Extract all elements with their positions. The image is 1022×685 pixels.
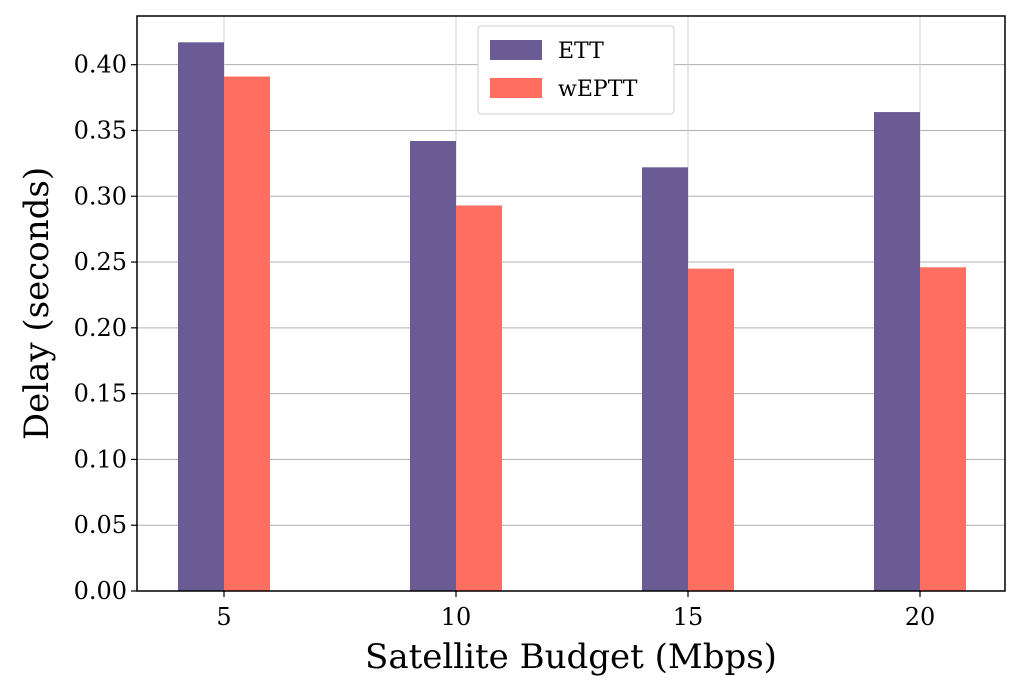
x-tick-label: 20: [905, 603, 936, 631]
bar-ett-15: [642, 167, 688, 591]
y-tick-label: 0.35: [74, 116, 127, 144]
legend-swatch-ett: [490, 40, 542, 60]
legend: ETT wEPTT: [477, 25, 675, 115]
legend-label-weptt: wEPTT: [558, 77, 638, 102]
bar-weptt-20: [920, 267, 966, 591]
plot-frame: [136, 15, 1006, 592]
bar-weptt-15: [688, 268, 734, 591]
y-tick-label: 0.15: [74, 380, 127, 408]
bar-ett-5: [178, 42, 224, 591]
x-axis-ticks: 5 10 15 20: [216, 591, 935, 631]
x-axis-label: Satellite Budget (Mbps): [365, 637, 777, 677]
y-tick-label: 0.05: [74, 511, 127, 539]
bars: [178, 42, 966, 592]
bar-ett-20: [874, 112, 920, 591]
y-tick-label: 0.20: [74, 314, 127, 342]
y-tick-label: 0.10: [74, 445, 127, 473]
y-tick-label: 0.30: [74, 182, 127, 210]
bar-weptt-5: [224, 76, 270, 592]
y-tick-label: 0.00: [74, 577, 127, 605]
x-tick-label: 10: [441, 603, 472, 631]
legend-swatch-weptt: [490, 78, 542, 98]
y-tick-label: 0.25: [74, 248, 127, 276]
bar-ett-10: [410, 141, 456, 591]
y-axis-label: Delay (seconds): [17, 167, 57, 440]
bar-weptt-10: [456, 205, 502, 591]
y-tick-label: 0.40: [74, 51, 127, 79]
x-tick-label: 5: [216, 603, 231, 631]
legend-label-ett: ETT: [558, 39, 604, 64]
x-tick-label: 15: [673, 603, 704, 631]
y-axis-ticks: 0.00 0.05 0.10 0.15 0.20 0.25 0.30 0.35 0.40: [74, 51, 137, 605]
